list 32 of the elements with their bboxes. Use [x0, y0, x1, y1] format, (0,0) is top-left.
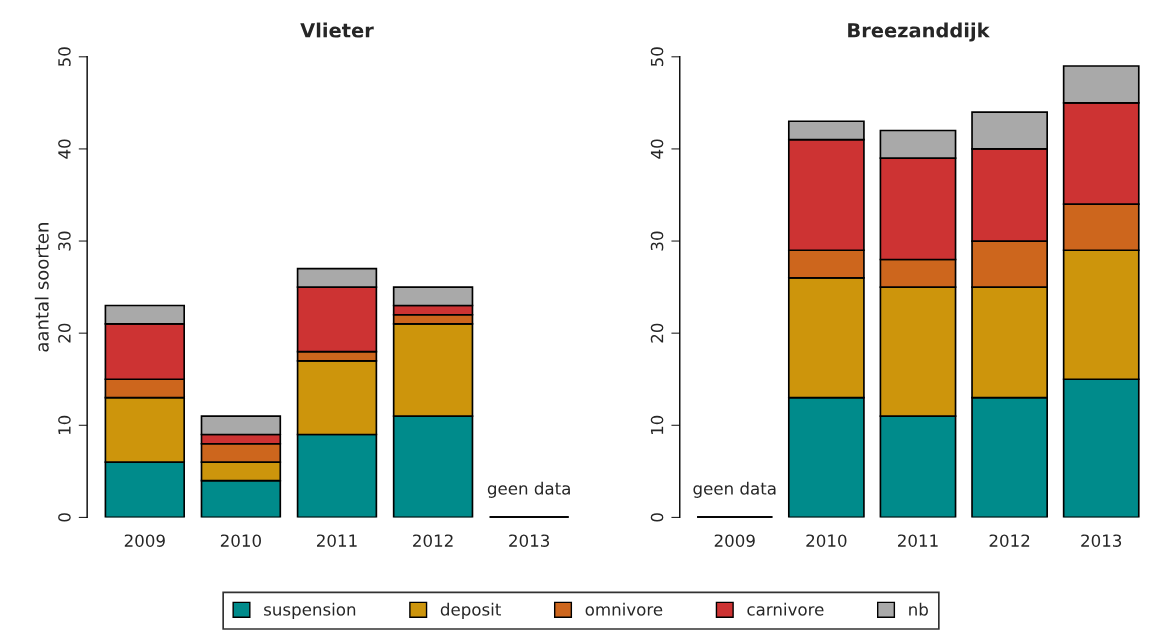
annotation: geen data [693, 481, 776, 498]
x-tick-label: 2009 [124, 534, 165, 547]
y-tick-label: 30 [58, 231, 71, 251]
legend-label: carnivore [747, 602, 824, 616]
y-tick-label: 40 [58, 139, 71, 159]
y-tick-label: 10 [58, 415, 71, 435]
y-tick-label: 50 [58, 47, 71, 67]
chart-title: Breezanddijk [848, 22, 990, 42]
y-tick-label: 10 [650, 415, 664, 435]
x-tick-label: 2009 [714, 534, 755, 547]
legend-label: nb [909, 602, 928, 616]
y-tick-label: 0 [58, 513, 71, 522]
x-tick-label: 2010 [220, 534, 261, 547]
x-tick-label: 2010 [806, 534, 847, 547]
y-tick-label: 20 [58, 323, 71, 343]
annotation: geen data [487, 481, 570, 498]
x-tick-label: 2011 [316, 534, 357, 547]
x-tick-label: 2013 [1081, 534, 1122, 547]
x-tick-label: 2012 [413, 534, 453, 547]
x-tick-label: 2012 [989, 534, 1030, 547]
legend-label: omnivore [585, 602, 663, 616]
y-tick-label: 20 [650, 323, 664, 343]
legend-label: suspension [264, 602, 356, 619]
y-tick-label: 40 [650, 139, 664, 159]
y-tick-label: 50 [650, 47, 664, 67]
y-tick-label: 0 [650, 513, 664, 522]
legend-label: deposit [440, 602, 501, 619]
x-tick-label: 2013 [509, 534, 550, 547]
chart-title: Vlieter [300, 22, 374, 38]
y-tick-label: 30 [650, 231, 664, 251]
y-axis-title: aantal soorten [34, 223, 49, 352]
x-tick-label: 2011 [897, 534, 938, 547]
